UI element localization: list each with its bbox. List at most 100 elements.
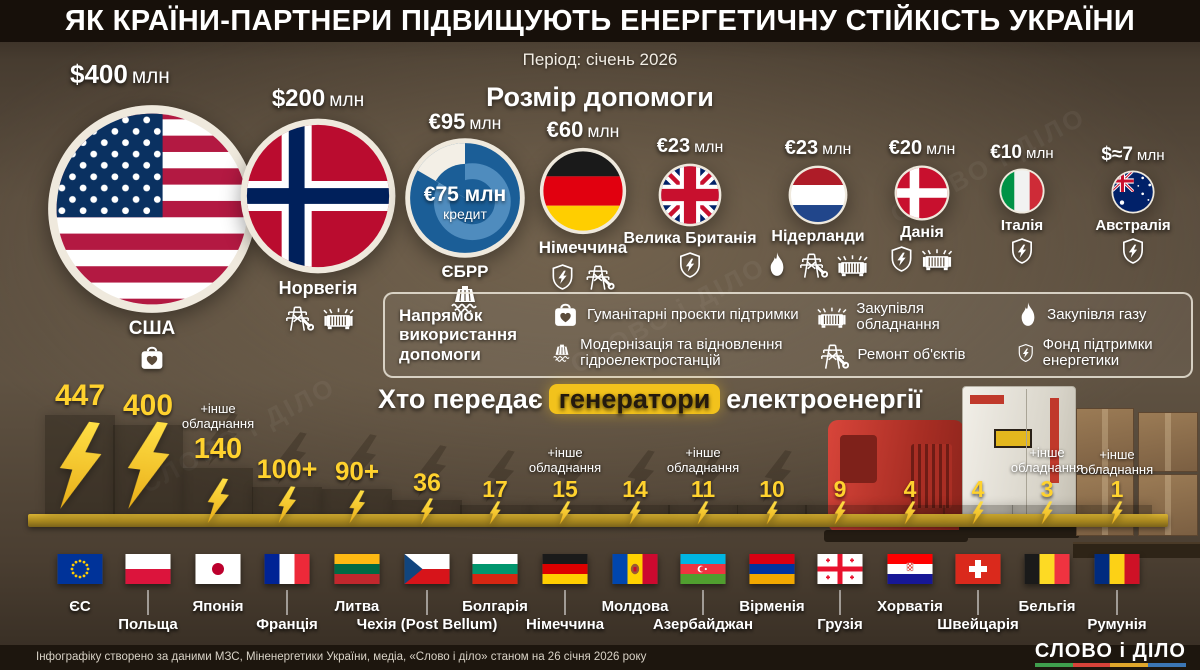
legend-item: Модернізація та відновлення гідроелектро… <box>553 337 803 369</box>
equipment-generator-icon <box>322 305 355 331</box>
country-label: Чехія (Post Bellum) <box>356 616 498 633</box>
uk-flag-circle <box>658 163 722 227</box>
lightning-bolt-icon <box>488 500 503 525</box>
bar-belgium: +інше обладнання 3 <box>1011 398 1083 527</box>
bar-moldova: 14 <box>600 398 670 527</box>
donor-name: Норвегія <box>278 278 358 298</box>
period-label: Період: січень 2026 <box>522 50 678 69</box>
lightning-bolt-icon <box>1040 500 1055 525</box>
switzerland-flag <box>955 554 1001 584</box>
flag-col-eu: ЄС <box>45 554 115 615</box>
bar-bulgaria: 17 <box>460 398 530 527</box>
legend-label: Закупівля обладнання <box>856 299 940 333</box>
generator-count: 400 <box>122 389 174 422</box>
country-label: Грузія <box>817 616 863 633</box>
denmark-flag-circle <box>894 165 950 221</box>
generators-section-title: Хто передає генератори електроенергії <box>100 384 1200 415</box>
flag-col-lithuania: Литва <box>322 554 392 615</box>
country-label: Бельгія <box>1018 598 1076 615</box>
pylon-wrench-icon <box>816 341 849 369</box>
country-label: Швейцарія <box>937 616 1019 633</box>
aid-usage-legend: Напрямок використання допомоги Гуманітар… <box>383 292 1193 378</box>
legend-label: Ремонт об'єктів <box>857 346 966 364</box>
bar-france: 100+ <box>252 398 322 527</box>
label-connector <box>1116 590 1118 615</box>
lightning-bolt-icon <box>276 485 298 525</box>
bar-georgia: 9 <box>805 398 875 527</box>
title-bar: ЯК КРАЇНИ-ПАРТНЕРИ ПІДВИЩУЮТЬ ЕНЕРГЕТИЧН… <box>0 0 1200 42</box>
donor-amount: €23 млн <box>656 135 724 157</box>
lightning-bolt-icon <box>696 500 711 525</box>
lithuania-flag <box>334 554 380 584</box>
bulgaria-flag <box>472 554 518 584</box>
slovoidilo-logo: СЛОВО і ДІЛО <box>1034 641 1187 667</box>
donor-netherlands: €23 млн Нідерланди <box>788 137 848 278</box>
ebrd-credit-note: €75 млн кредит <box>423 183 507 223</box>
bar-azerbaijan: +інше обладнання 11 <box>667 398 739 527</box>
aid-section-title: Розмір допомоги <box>486 82 714 112</box>
generator-count: 17 <box>482 476 508 502</box>
extra-equipment-note: +інше обладнання <box>1010 445 1084 475</box>
flag-col-belgium: Бельгія <box>1012 554 1082 615</box>
lightning-bolt-icon <box>903 500 918 525</box>
page-title: ЯК КРАЇНИ-ПАРТНЕРИ ПІДВИЩУЮТЬ ЕНЕРГЕТИЧН… <box>64 4 1136 37</box>
bar-germany: +інше обладнання 15 <box>529 398 601 527</box>
generators-bar-chart: 447 400 +інше обладнання 140 100+ 90+ 36… <box>0 379 1200 527</box>
pylon-wrench-icon <box>795 250 828 278</box>
donor-name: Австралія <box>1095 217 1171 234</box>
legend-item: Закупівля газу <box>1018 302 1177 328</box>
generator-count: 10 <box>759 476 785 502</box>
italy-flag-circle <box>999 168 1045 214</box>
humanitarian-box-icon <box>553 301 578 328</box>
generator-count: 36 <box>413 469 441 497</box>
label-connector <box>564 590 566 615</box>
germany-flag-circle <box>539 147 627 235</box>
flag-col-croatia: Хорватія <box>875 554 945 615</box>
usa-flag-circle <box>46 103 258 315</box>
title-prefix: Хто передає <box>377 384 543 414</box>
bar-poland: 400 <box>113 389 183 527</box>
country-label: Німеччина <box>525 616 605 633</box>
donor-amount: €95 млн <box>428 109 502 134</box>
shield-bolt-icon <box>679 252 701 278</box>
country-label: Литва <box>334 598 380 615</box>
netherlands-flag-circle <box>788 165 848 225</box>
donor-amount: €10 млн <box>990 142 1054 163</box>
red-generator-image <box>824 420 968 542</box>
flag-col-germany: Німеччина <box>526 554 604 633</box>
donor-germany: €60 млн Німеччина <box>539 117 627 290</box>
flag-col-japan: Японія <box>183 554 253 615</box>
bar-romania: +інше обладнання 1 <box>1081 398 1153 527</box>
pylon-wrench-icon <box>582 262 615 290</box>
czechia-flag <box>404 554 450 584</box>
donor-denmark: €20 млн Данія <box>889 137 955 272</box>
norway-flag-circle <box>239 117 397 275</box>
flag-col-switzerland: Швейцарія <box>937 554 1019 633</box>
extra-equipment-note: +інше обладнання <box>181 401 255 431</box>
country-label: Франція <box>256 616 318 633</box>
logo-underline <box>1034 663 1187 667</box>
donor-name: Данія <box>900 224 944 241</box>
generator-count: 1 <box>1110 476 1124 502</box>
australia-flag-circle <box>1111 170 1155 214</box>
country-label: Азербайджан <box>652 616 754 633</box>
moldova-flag <box>612 554 658 584</box>
label-connector <box>839 590 841 615</box>
donor-italy: €10 млн Італія <box>990 142 1054 264</box>
donor-amount: $≈7 млн <box>1101 144 1165 165</box>
shield-bolt-icon <box>1011 238 1033 264</box>
lightning-bolt-icon <box>204 477 231 525</box>
equipment-generator-icon <box>836 252 869 278</box>
flag-col-moldova: Молдова <box>600 554 670 615</box>
title-suffix: електроенергії <box>726 384 923 414</box>
shield-bolt-icon <box>1122 238 1144 264</box>
gas-flame-icon <box>1018 302 1038 328</box>
label-connector <box>286 590 288 615</box>
legend-label: Гуманітарні проєкти підтримки <box>587 305 799 323</box>
source-note: Інфографіку створено за даними МЗС, Міне… <box>36 651 647 663</box>
ebrd-logo-circle: €75 млн кредит <box>404 137 526 259</box>
country-label: ЄС <box>69 598 91 615</box>
shield-bolt-icon <box>891 246 913 272</box>
equipment-boxes-image <box>1073 408 1200 558</box>
generator-count: 14 <box>622 476 648 502</box>
